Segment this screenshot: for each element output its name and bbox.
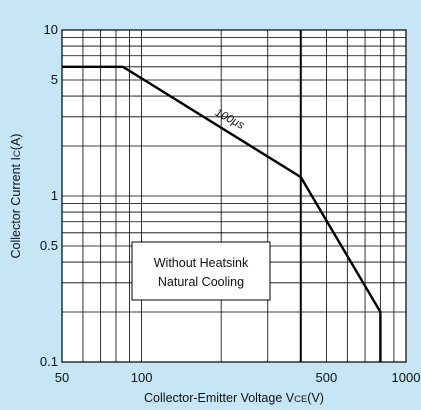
series-layer	[62, 30, 382, 362]
x-tick-label: 100	[131, 370, 153, 385]
x-axis-title: Collector-Emitter Voltage VCE(V)	[144, 391, 324, 405]
y-axis-title: Collector Current IC(A)	[9, 134, 23, 259]
y-axis-title-main: Collector Current I	[9, 157, 23, 258]
x-axis-title-main: Collector-Emitter Voltage V	[144, 391, 295, 405]
plot-frame	[61, 29, 407, 363]
y-tick-label: 1	[51, 188, 58, 203]
y-tick-label: 5	[51, 72, 58, 87]
x-axis-title-sub: CE	[294, 394, 307, 405]
grid-lines	[62, 30, 406, 362]
annotation-box	[131, 241, 271, 301]
y-tick-label: 10	[44, 22, 58, 37]
tick-labels: 50 100 500 1000 0.1 0.5 1 5 10	[40, 22, 421, 385]
y-axis-title-sub: C	[12, 150, 23, 157]
annotation-line-1: Without Heatsink	[154, 256, 249, 270]
x-tick-label: 500	[316, 370, 338, 385]
y-axis-title-unit: (A)	[9, 134, 23, 151]
annotation-line-2: Natural Cooling	[158, 275, 244, 289]
y-tick-label: 0.5	[40, 238, 58, 253]
x-axis-title-unit: (V)	[307, 391, 324, 405]
series-line-100us	[62, 65, 382, 362]
y-tick-label: 0.1	[40, 354, 58, 369]
x-tick-label: 50	[55, 370, 69, 385]
x-tick-label: 1000	[392, 370, 421, 385]
